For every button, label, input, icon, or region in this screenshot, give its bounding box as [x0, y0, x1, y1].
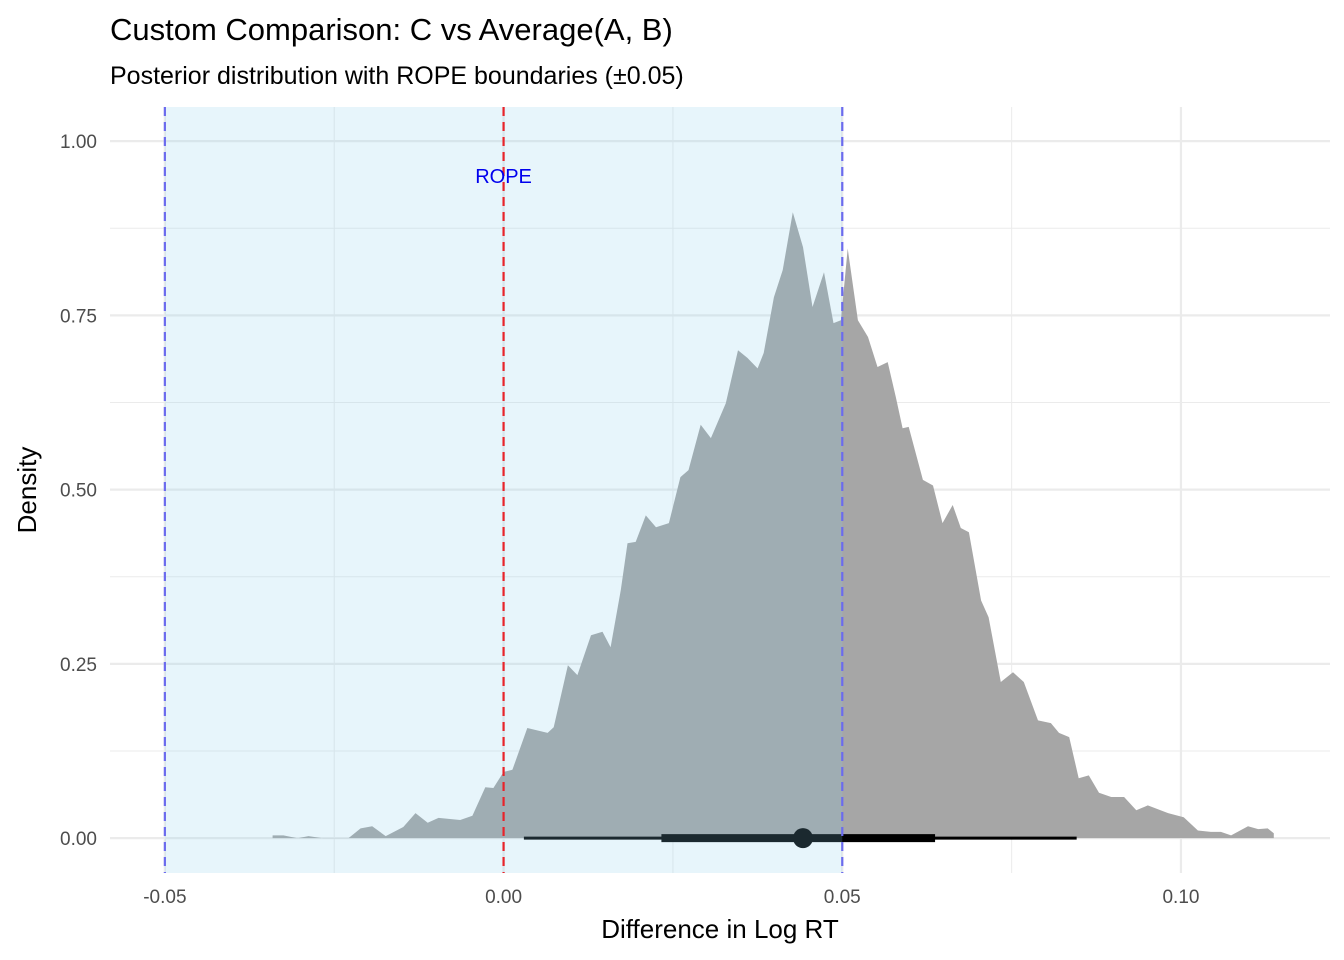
y-axis-ticks: 0.00 0.25 0.50 0.75 1.00: [60, 132, 97, 850]
y-tick-label: 0.75: [60, 306, 97, 327]
x-tick-label: -0.05: [143, 887, 186, 908]
interval-point: [792, 828, 813, 849]
y-tick-label: 1.00: [60, 132, 97, 153]
x-axis-ticks: -0.05 0.00 0.05 0.10: [143, 887, 1199, 908]
reference-lines: [163, 107, 844, 873]
x-tick-label: 0.00: [485, 887, 522, 908]
rope-label: ROPE: [475, 166, 532, 188]
y-tick-label: 0.00: [60, 829, 97, 850]
y-tick-label: 0.50: [60, 481, 97, 502]
x-axis-title: Difference in Log RT: [601, 914, 839, 944]
y-tick-label: 0.25: [60, 655, 97, 676]
y-axis-title: Density: [12, 447, 42, 534]
x-tick-label: 0.05: [824, 887, 861, 908]
chart-title: Custom Comparison: C vs Average(A, B): [110, 12, 673, 47]
density-area: [272, 212, 1274, 839]
x-tick-label: 0.10: [1162, 887, 1199, 908]
interval-bar: [523, 828, 1077, 849]
chart-subtitle: Posterior distribution with ROPE boundar…: [110, 62, 684, 90]
